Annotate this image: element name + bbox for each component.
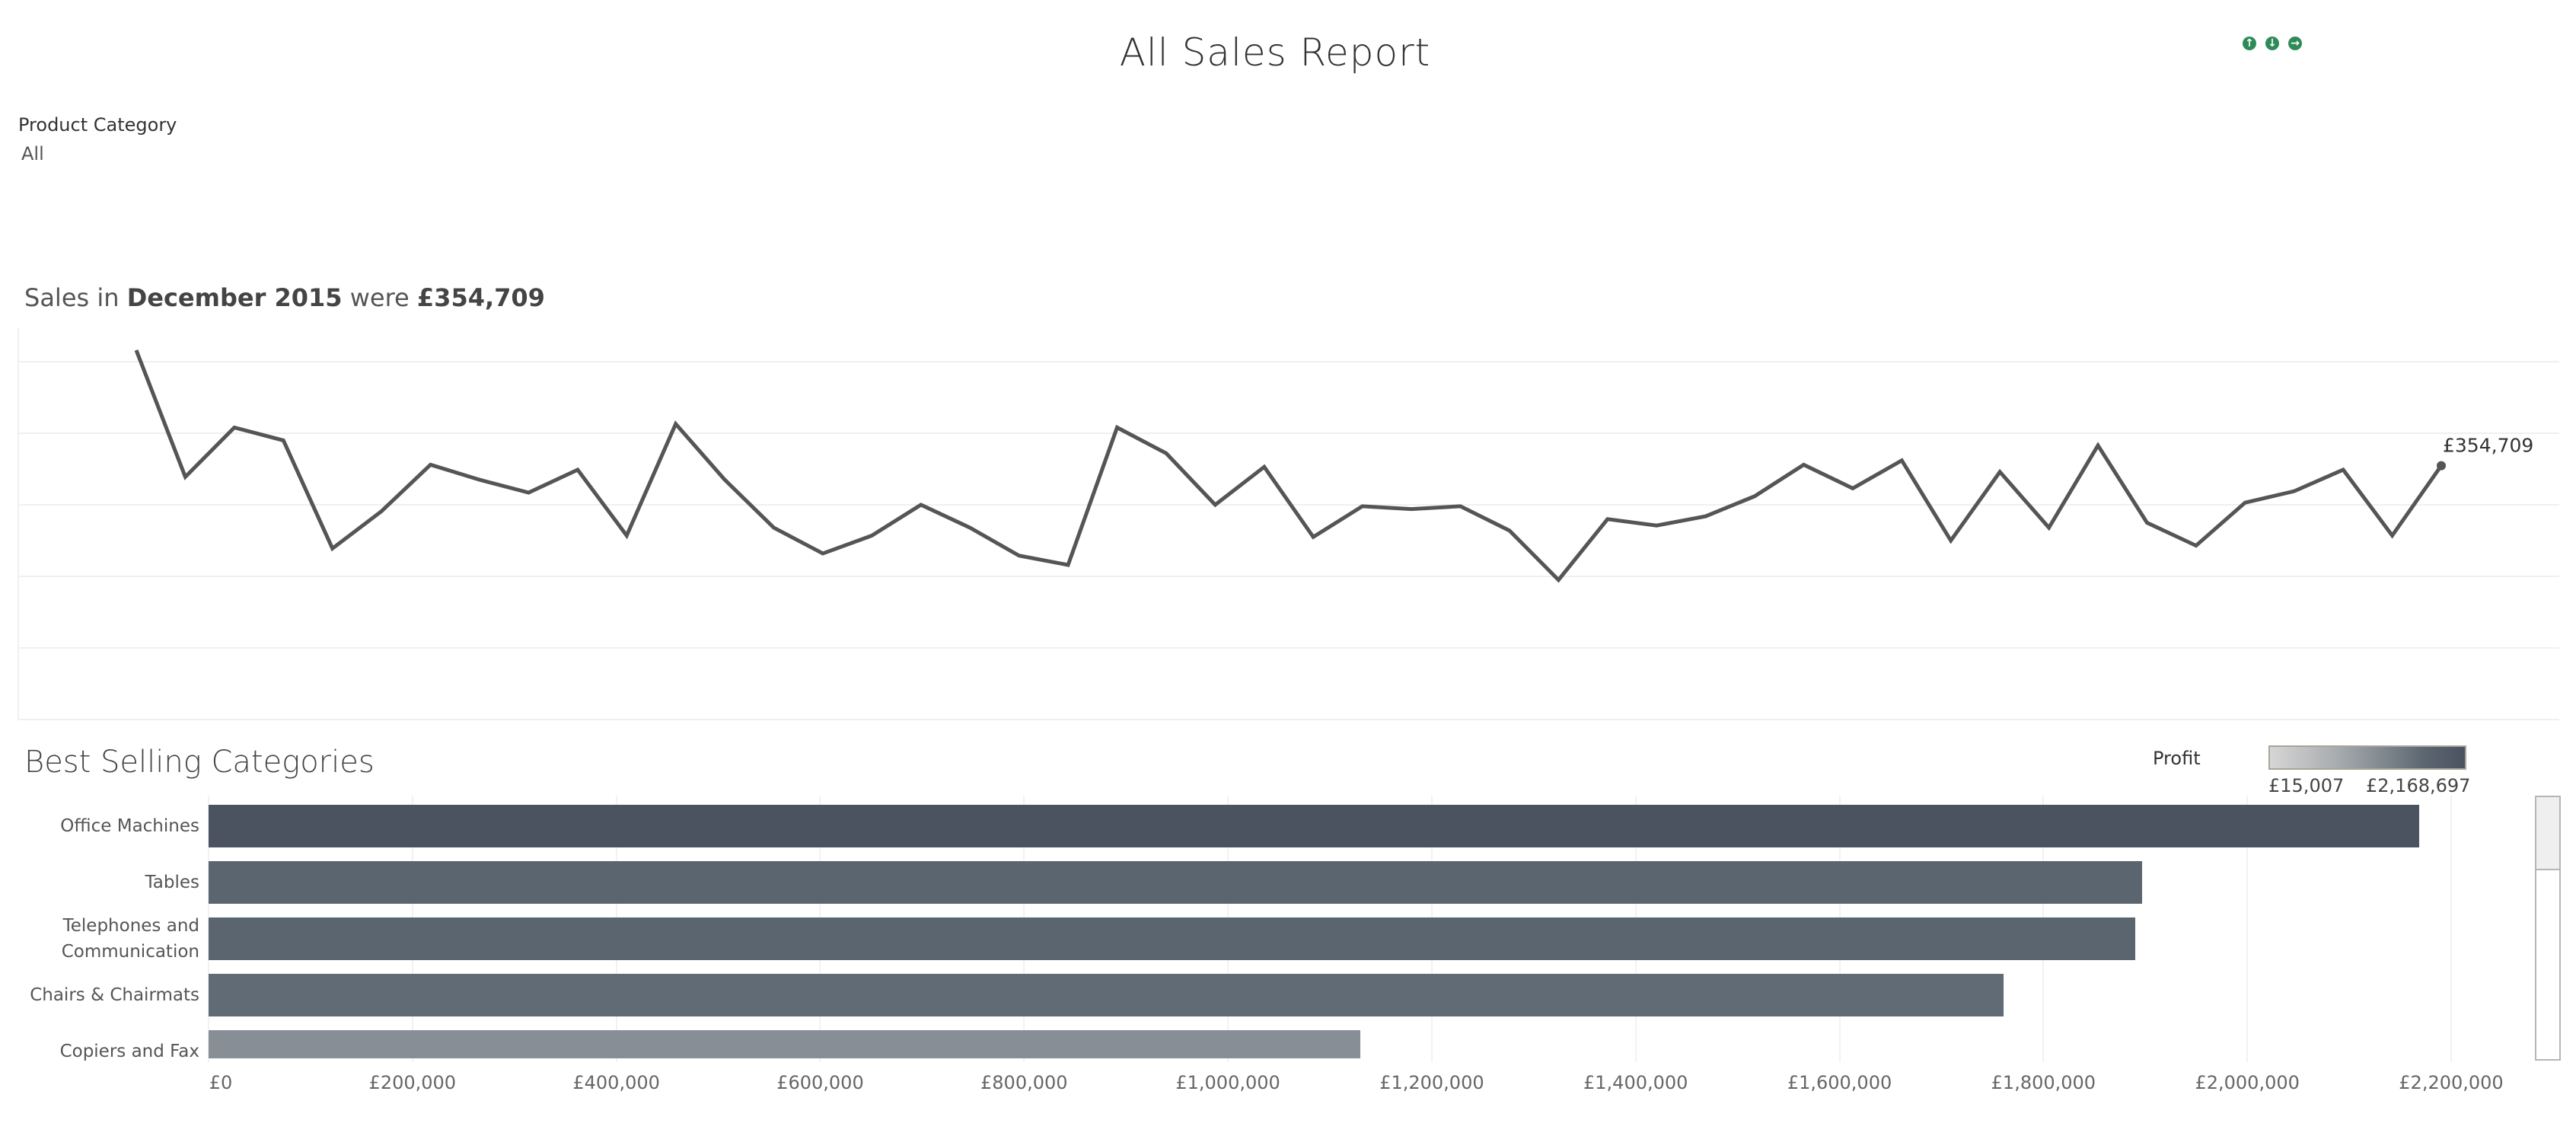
x-tick-label: £1,200,000 <box>1379 1072 1484 1093</box>
title-mid: were <box>342 283 417 312</box>
line-chart-title: Sales in December 2015 were £354,709 <box>24 283 545 312</box>
sales-line-chart: £354,709 <box>18 327 2559 720</box>
x-tick-label: £1,400,000 <box>1583 1072 1688 1093</box>
category-label-line: Tables <box>145 873 199 892</box>
profit-legend-min: £15,007 <box>2268 775 2345 796</box>
bar-telephones-and-communication[interactable] <box>209 917 2135 960</box>
x-tick-label: £1,000,000 <box>1175 1072 1280 1093</box>
category-label-line: Office Machines <box>60 816 199 836</box>
title-prefix: Sales in <box>24 283 127 312</box>
x-tick-label: £800,000 <box>980 1072 1068 1093</box>
category-label: Tables <box>145 870 199 895</box>
profit-legend-gradient <box>2268 745 2466 770</box>
x-tick-label: £0 <box>209 1072 233 1093</box>
category-label-line: Chairs & Chairmats <box>30 985 199 1005</box>
x-tick-label: £1,800,000 <box>1991 1072 2096 1093</box>
category-label: Chairs & Chairmats <box>30 982 199 1008</box>
bar-office-machines[interactable] <box>209 805 2420 847</box>
x-tick-label: £1,600,000 <box>1787 1072 1892 1093</box>
category-label: Telephones and Communication <box>62 913 199 965</box>
x-tick-label: £2,200,000 <box>2399 1072 2504 1093</box>
category-label: Copiers and Fax <box>60 1039 199 1064</box>
bar-chairs-chairmats[interactable] <box>209 974 2004 1016</box>
arrow-down-icon[interactable]: ↓ <box>2265 37 2279 50</box>
category-label-line: Communication <box>61 942 199 962</box>
bar-chart-title: Best Selling Categories <box>24 745 375 780</box>
product-category-filter-label: Product Category <box>18 114 177 136</box>
bar-gridline <box>2246 796 2249 1062</box>
last-point-marker <box>2437 461 2446 471</box>
bar-tables[interactable] <box>209 861 2143 904</box>
category-label-line: Copiers and Fax <box>59 1042 199 1061</box>
dashboard-title: All Sales Report <box>1119 30 1431 75</box>
arrow-up-icon[interactable]: ↑ <box>2243 37 2256 50</box>
profit-legend-max: £2,168,697 <box>2366 775 2471 796</box>
title-period: December 2015 <box>126 283 343 312</box>
bar-gridline <box>2450 796 2452 1062</box>
x-tick-label: £200,000 <box>368 1072 457 1093</box>
x-tick-label: £400,000 <box>572 1072 660 1093</box>
title-value: £354,709 <box>416 283 545 312</box>
vertical-scrollbar[interactable] <box>2535 796 2561 1061</box>
bar-copiers-and-fax[interactable] <box>209 1030 1361 1058</box>
last-point-label: £354,709 <box>2443 435 2533 457</box>
product-category-filter-value[interactable]: All <box>21 143 44 164</box>
scrollbar-thumb[interactable] <box>2536 797 2559 870</box>
category-label: Office Machines <box>60 813 199 839</box>
category-label-line: Telephones and <box>62 916 199 936</box>
profit-legend-title: Profit <box>2153 748 2201 769</box>
x-tick-label: £600,000 <box>776 1072 864 1093</box>
arrow-right-icon[interactable]: → <box>2288 37 2302 50</box>
sales-line <box>134 349 2444 583</box>
x-tick-label: £2,000,000 <box>2195 1072 2300 1093</box>
